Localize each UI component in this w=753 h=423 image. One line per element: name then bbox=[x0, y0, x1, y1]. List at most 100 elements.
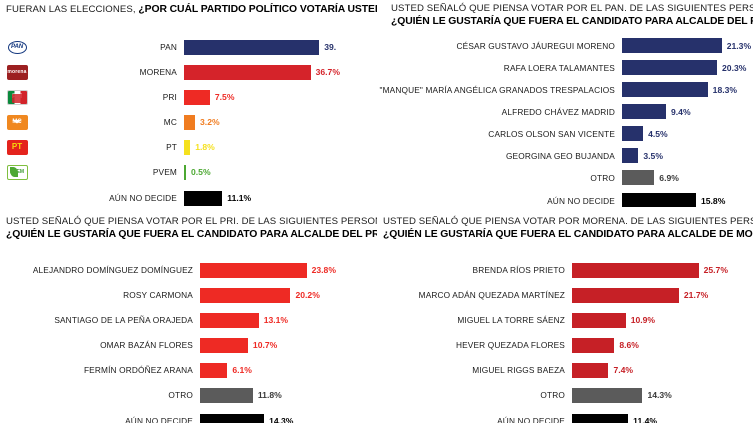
header-line-2: ¿QUIÉN LE GUSTARÍA QUE FUERA EL CANDIDAT… bbox=[383, 229, 753, 240]
header-line-2-plain: FUERAN LAS ELECCIONES, bbox=[6, 4, 139, 15]
bar-row: OTRO 14.3% bbox=[377, 384, 753, 406]
chart-pan-candidate: CÉSAR GUSTAVO JÁUREGUI MORENO 21.3% RAFA L… bbox=[377, 36, 753, 207]
header-line-2: ¿QUIÉN LE GUSTARÍA QUE FUERA EL CANDIDAT… bbox=[391, 16, 753, 27]
bar-label: FERMÍN ORDÓÑEZ ARANA bbox=[83, 365, 193, 375]
bar-label: MORENA bbox=[139, 67, 177, 77]
bar-row: BRENDA RÍOS PRIETO 25.7% bbox=[377, 259, 753, 281]
bar bbox=[572, 362, 609, 378]
bar bbox=[572, 387, 643, 403]
bar-track: 18.3% bbox=[622, 82, 753, 97]
bar-row: OTRO 6.9% bbox=[377, 168, 753, 187]
bar-label: ROSY CARMONA bbox=[123, 290, 193, 300]
bar bbox=[184, 139, 191, 155]
bar-track: 14.3% bbox=[200, 413, 377, 423]
bar-track: 21.3% bbox=[622, 38, 753, 53]
bar-row: MARCO ADÁN QUEZADA MARTÍNEZ 21.7% bbox=[377, 284, 753, 306]
bar-row: PVEM PVEM 0.5% bbox=[0, 161, 377, 183]
bar-row: GEORGINA GEO BUJANDA 3.5% bbox=[377, 146, 753, 165]
bar bbox=[622, 60, 718, 75]
bar-row: morena MORENA 36.7% bbox=[0, 61, 377, 83]
bar-row: ALFREDO CHÁVEZ MADRID 9.4% bbox=[377, 102, 753, 121]
party-logo-cell: morena bbox=[0, 64, 34, 80]
party-logo-cell: PVEM bbox=[0, 164, 34, 180]
bar-label: AÚN NO DECIDE bbox=[125, 416, 193, 423]
header-line-1: USTED SEÑALÓ QUE PIENSA VOTAR POR MORENA… bbox=[383, 216, 753, 227]
bar-label: "MANQUE" MARÍA ANGÉLICA GRANADOS TRESPAL… bbox=[379, 84, 615, 95]
bar-value-label: 3.5% bbox=[643, 150, 663, 161]
panel-morena-candidate: USTED SEÑALÓ QUE PIENSA VOTAR POR MORENA… bbox=[377, 207, 753, 423]
bar-row: PRI PRI 7.5% bbox=[0, 86, 377, 108]
bar-row: RAFA LOERA TALAMANTES 20.3% bbox=[377, 58, 753, 77]
bar-row: CÉSAR GUSTAVO JÁUREGUI MORENO 21.3% bbox=[377, 36, 753, 55]
bar-row: AÚN NO DECIDE 11.4% bbox=[377, 410, 753, 423]
bar-label: AÚN NO DECIDE bbox=[109, 193, 177, 203]
bar-track: 1.8% bbox=[184, 139, 377, 155]
bar bbox=[572, 413, 629, 423]
chart-morena-candidate: BRENDA RÍOS PRIETO 25.7% MARCO ADÁN QUEZAD… bbox=[377, 259, 753, 423]
bar-row: AÚN NO DECIDE 11.1% bbox=[0, 187, 377, 207]
bar-value-label: 4.5% bbox=[648, 128, 668, 139]
panel-party-vote-header: SI HABRÁ ELECCIONES PARA ELEGIR AL PRÓXI… bbox=[0, 0, 377, 17]
bar-value-label: 25.7% bbox=[703, 265, 728, 275]
panel-pan-candidate: USTED SEÑALÓ QUE PIENSA VOTAR POR EL PAN… bbox=[377, 0, 753, 207]
bar-value-label: 11.4% bbox=[633, 416, 658, 423]
panel-pri-candidate: USTED SEÑALÓ QUE PIENSA VOTAR POR EL PRI… bbox=[0, 207, 377, 423]
bar-row: AÚN NO DECIDE 15.8% bbox=[377, 191, 753, 207]
panel-pri-candidate-header: USTED SEÑALÓ QUE PIENSA VOTAR POR EL PRI… bbox=[0, 215, 377, 242]
bar-label: OTRO bbox=[168, 390, 193, 400]
bar-row: PAN PAN 39. bbox=[0, 36, 377, 58]
bar-row: PT PT 1.8% bbox=[0, 136, 377, 158]
header-line-2-bold: ¿POR CUÁL PARTIDO POLÍTICO VOTARÍA USTED… bbox=[138, 4, 377, 15]
bar-value-label: 0.5% bbox=[191, 167, 211, 177]
bar bbox=[184, 64, 311, 80]
bar-value-label: 10.7% bbox=[252, 340, 278, 350]
bar-label: SANTIAGO DE LA PEÑA ORAJEDA bbox=[54, 315, 193, 325]
bar-label: OMAR BAZÁN FLORES bbox=[100, 340, 193, 350]
bar-label: OTRO bbox=[540, 390, 565, 400]
bar-track: 36.7% bbox=[184, 64, 377, 80]
bar bbox=[622, 193, 696, 207]
bar bbox=[200, 413, 265, 423]
bar-label: PT bbox=[166, 142, 177, 152]
bar-row: SANTIAGO DE LA PEÑA ORAJEDA 13.1% bbox=[0, 309, 377, 331]
bar-row: AÚN NO DECIDE 14.3% bbox=[0, 410, 377, 423]
header-line-1: USTED SEÑALÓ QUE PIENSA VOTAR POR EL PAN… bbox=[391, 3, 753, 14]
bar-value-label: 36.7% bbox=[315, 67, 340, 77]
bar-label: MARCO ADÁN QUEZADA MARTÍNEZ bbox=[418, 290, 565, 300]
bar-track: 23.8% bbox=[200, 262, 377, 278]
bar-label: GEORGINA GEO BUJANDA bbox=[505, 150, 615, 161]
bar-value-label: 15.8% bbox=[700, 195, 726, 206]
bar bbox=[200, 337, 248, 353]
bar bbox=[200, 262, 307, 278]
bar-track: 11.8% bbox=[200, 387, 377, 403]
pt-logo-icon: PT bbox=[6, 139, 28, 155]
party-logo-cell: MC bbox=[0, 114, 34, 130]
panel-party-vote: SI HABRÁ ELECCIONES PARA ELEGIR AL PRÓXI… bbox=[0, 0, 377, 207]
bar-track: 15.8% bbox=[622, 193, 753, 207]
party-logo-cell: PRI bbox=[0, 89, 34, 105]
bar-track: 3.5% bbox=[622, 148, 753, 163]
bar bbox=[184, 164, 186, 180]
bar-label: OTRO bbox=[590, 172, 615, 183]
bar-value-label: 21.7% bbox=[683, 290, 709, 300]
bar bbox=[572, 262, 699, 278]
bar-row: "MANQUE" MARÍA ANGÉLICA GRANADOS TRESPAL… bbox=[377, 80, 753, 99]
bar-label: MIGUEL RIGGS BAEZA bbox=[472, 365, 565, 375]
bar-value-label: 6.9% bbox=[659, 172, 679, 183]
bar-label: AÚN NO DECIDE bbox=[497, 416, 565, 423]
bar-label: PVEM bbox=[152, 167, 177, 177]
bar-label: ALFREDO CHÁVEZ MADRID bbox=[501, 106, 615, 117]
bar-value-label: 13.1% bbox=[263, 315, 289, 325]
bar-row: OTRO 11.8% bbox=[0, 384, 377, 406]
bar bbox=[200, 312, 259, 328]
bar-label: PAN bbox=[160, 42, 177, 52]
bar-row: MIGUEL LA TORRE SÁENZ 10.9% bbox=[377, 309, 753, 331]
bar-label: HEVER QUEZADA FLORES bbox=[455, 340, 565, 350]
bar-value-label: 9.4% bbox=[671, 106, 691, 117]
bar-track: 11.1% bbox=[184, 190, 377, 206]
bar-track: 7.5% bbox=[184, 89, 377, 105]
bar-value-label: 39. bbox=[324, 42, 337, 52]
bar bbox=[572, 337, 615, 353]
bar-track: 8.6% bbox=[572, 337, 753, 353]
party-logo-cell: PT bbox=[0, 139, 34, 155]
